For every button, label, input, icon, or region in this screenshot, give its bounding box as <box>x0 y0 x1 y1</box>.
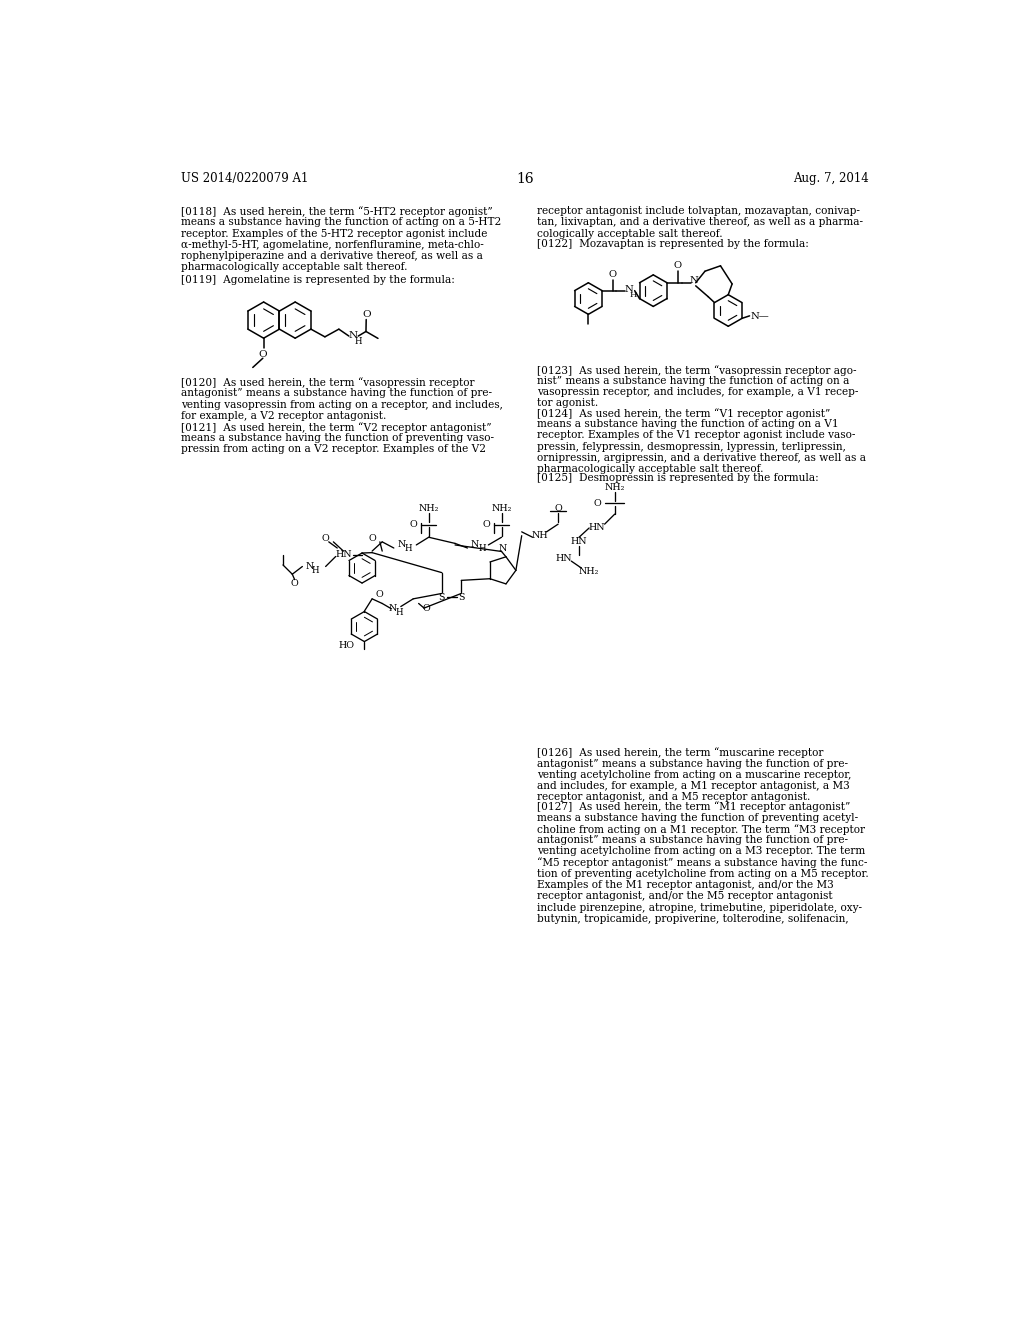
Text: O: O <box>361 310 371 318</box>
Text: O: O <box>376 590 384 599</box>
Text: H: H <box>395 609 403 618</box>
Text: O: O <box>423 605 430 614</box>
Text: ornipressin, argipressin, and a derivative thereof, as well as a: ornipressin, argipressin, and a derivati… <box>538 453 866 463</box>
Text: butynin, tropicamide, propiverine, tolterodine, solifenacin,: butynin, tropicamide, propiverine, tolte… <box>538 913 849 924</box>
Text: NH₂: NH₂ <box>419 504 439 513</box>
Text: O: O <box>410 520 417 529</box>
Text: O: O <box>608 271 616 279</box>
Text: means a substance having the function of acting on a V1: means a substance having the function of… <box>538 420 839 429</box>
Text: NH₂: NH₂ <box>492 504 512 513</box>
Text: O: O <box>554 504 562 513</box>
Text: [0126]  As used herein, the term “muscarine receptor: [0126] As used herein, the term “muscari… <box>538 747 823 758</box>
Text: receptor. Examples of the V1 receptor agonist include vaso-: receptor. Examples of the V1 receptor ag… <box>538 430 856 441</box>
Text: [0125]  Desmopressin is represented by the formula:: [0125] Desmopressin is represented by th… <box>538 473 819 483</box>
Text: antagonist” means a substance having the function of pre-: antagonist” means a substance having the… <box>538 759 848 768</box>
Text: H: H <box>630 292 637 300</box>
Text: H: H <box>311 566 319 574</box>
Text: nist” means a substance having the function of acting on a: nist” means a substance having the funct… <box>538 376 850 385</box>
Text: N: N <box>397 540 406 549</box>
Text: Examples of the M1 receptor antagonist, and/or the M3: Examples of the M1 receptor antagonist, … <box>538 880 834 890</box>
Text: cologically acceptable salt thereof.: cologically acceptable salt thereof. <box>538 228 723 239</box>
Text: tan, lixivaptan, and a derivative thereof, as well as a pharma-: tan, lixivaptan, and a derivative thereo… <box>538 218 863 227</box>
Text: means a substance having the function of preventing acetyl-: means a substance having the function of… <box>538 813 858 822</box>
Text: venting acetylcholine from acting on a muscarine receptor,: venting acetylcholine from acting on a m… <box>538 770 852 780</box>
Text: receptor. Examples of the 5-HT2 receptor agonist include: receptor. Examples of the 5-HT2 receptor… <box>180 228 487 239</box>
Text: rophenylpiperazine and a derivative thereof, as well as a: rophenylpiperazine and a derivative ther… <box>180 251 482 261</box>
Text: receptor antagonist include tolvaptan, mozavaptan, conivap-: receptor antagonist include tolvaptan, m… <box>538 206 860 216</box>
Text: 16: 16 <box>516 173 534 186</box>
Text: O: O <box>322 533 330 543</box>
Text: and includes, for example, a M1 receptor antagonist, a M3: and includes, for example, a M1 receptor… <box>538 781 850 791</box>
Text: pressin from acting on a V2 receptor. Examples of the V2: pressin from acting on a V2 receptor. Ex… <box>180 445 485 454</box>
Text: O: O <box>258 350 267 359</box>
Text: O: O <box>482 520 489 529</box>
Text: [0119]  Agomelatine is represented by the formula:: [0119] Agomelatine is represented by the… <box>180 275 455 285</box>
Text: “M5 receptor antagonist” means a substance having the func-: “M5 receptor antagonist” means a substan… <box>538 858 867 869</box>
Text: [0123]  As used herein, the term “vasopressin receptor ago-: [0123] As used herein, the term “vasopre… <box>538 364 857 376</box>
Text: pharmacologically acceptable salt thereof.: pharmacologically acceptable salt thereo… <box>180 263 408 272</box>
Text: N: N <box>348 331 357 341</box>
Text: H: H <box>354 337 361 346</box>
Text: O: O <box>674 261 682 269</box>
Text: [0127]  As used herein, the term “M1 receptor antagonist”: [0127] As used herein, the term “M1 rece… <box>538 801 851 812</box>
Text: N: N <box>389 605 397 614</box>
Text: H: H <box>404 544 413 553</box>
Text: US 2014/0220079 A1: US 2014/0220079 A1 <box>180 173 308 185</box>
Text: HN: HN <box>570 537 588 546</box>
Text: HN: HN <box>555 554 571 564</box>
Text: α-methyl-5-HT, agomelatine, norfenfluramine, meta-chlo-: α-methyl-5-HT, agomelatine, norfenfluram… <box>180 240 483 249</box>
Text: tor agonist.: tor agonist. <box>538 399 598 408</box>
Text: pharmacologically acceptable salt thereof.: pharmacologically acceptable salt thereo… <box>538 465 764 474</box>
Text: vasopressin receptor, and includes, for example, a V1 recep-: vasopressin receptor, and includes, for … <box>538 387 858 397</box>
Text: venting acetylcholine from acting on a M3 receptor. The term: venting acetylcholine from acting on a M… <box>538 846 865 857</box>
Text: HN: HN <box>335 550 352 560</box>
Text: N: N <box>498 544 507 553</box>
Text: [0121]  As used herein, the term “V2 receptor antagonist”: [0121] As used herein, the term “V2 rece… <box>180 422 492 433</box>
Text: receptor antagonist, and/or the M5 receptor antagonist: receptor antagonist, and/or the M5 recep… <box>538 891 833 902</box>
Text: HO: HO <box>339 640 354 649</box>
Text: means a substance having the function of acting on a 5-HT2: means a substance having the function of… <box>180 218 501 227</box>
Text: for example, a V2 receptor antagonist.: for example, a V2 receptor antagonist. <box>180 411 386 421</box>
Text: N: N <box>624 285 633 294</box>
Text: N: N <box>471 540 479 549</box>
Text: venting vasopressin from acting on a receptor, and includes,: venting vasopressin from acting on a rec… <box>180 400 503 409</box>
Text: N: N <box>689 276 697 285</box>
Text: [0118]  As used herein, the term “5-HT2 receptor agonist”: [0118] As used herein, the term “5-HT2 r… <box>180 206 493 216</box>
Text: choline from acting on a M1 receptor. The term “M3 receptor: choline from acting on a M1 receptor. Th… <box>538 824 865 834</box>
Text: HN: HN <box>589 524 605 532</box>
Text: receptor antagonist, and a M5 receptor antagonist.: receptor antagonist, and a M5 receptor a… <box>538 792 811 803</box>
Text: NH₂: NH₂ <box>579 568 599 577</box>
Text: antagonist” means a substance having the function of pre-: antagonist” means a substance having the… <box>180 388 492 399</box>
Text: O: O <box>291 579 299 587</box>
Text: pressin, felypressin, desmopressin, lypressin, terlipressin,: pressin, felypressin, desmopressin, lypr… <box>538 442 846 451</box>
Text: O: O <box>369 533 376 543</box>
Text: S: S <box>458 593 465 602</box>
Text: include pirenzepine, atropine, trimebutine, piperidolate, oxy-: include pirenzepine, atropine, trimebuti… <box>538 903 862 912</box>
Text: O: O <box>593 499 601 508</box>
Text: [0120]  As used herein, the term “vasopressin receptor: [0120] As used herein, the term “vasopre… <box>180 378 474 388</box>
Text: antagonist” means a substance having the function of pre-: antagonist” means a substance having the… <box>538 836 848 845</box>
Text: NH: NH <box>532 531 549 540</box>
Text: S: S <box>438 593 445 602</box>
Text: [0122]  Mozavaptan is represented by the formula:: [0122] Mozavaptan is represented by the … <box>538 239 809 249</box>
Text: N—: N— <box>751 312 769 321</box>
Text: Aug. 7, 2014: Aug. 7, 2014 <box>794 173 869 185</box>
Text: [0124]  As used herein, the term “V1 receptor agonist”: [0124] As used herein, the term “V1 rece… <box>538 408 830 418</box>
Text: tion of preventing acetylcholine from acting on a M5 receptor.: tion of preventing acetylcholine from ac… <box>538 869 869 879</box>
Text: H: H <box>478 544 486 553</box>
Text: means a substance having the function of preventing vaso-: means a substance having the function of… <box>180 433 494 444</box>
Text: N: N <box>306 562 314 572</box>
Text: NH₂: NH₂ <box>604 483 625 492</box>
